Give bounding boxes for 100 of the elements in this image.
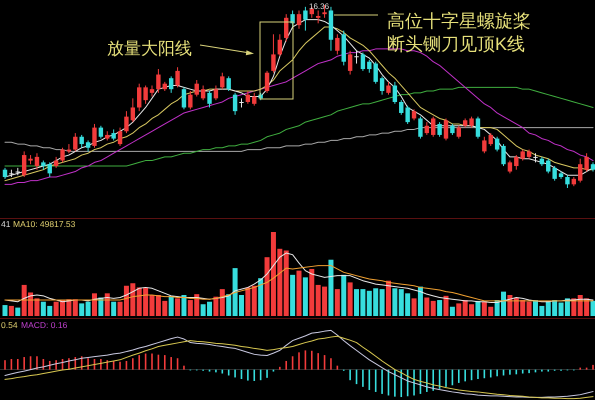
candlestick: [405, 105, 410, 124]
candlestick: [578, 158, 582, 184]
candlestick: [252, 92, 256, 106]
bar: [437, 300, 442, 316]
bar: [386, 280, 391, 316]
candlestick: [437, 122, 442, 138]
bar: [92, 293, 97, 316]
candlestick: [98, 125, 104, 140]
candlestick: [41, 160, 46, 170]
candlestick: [264, 70, 270, 94]
bar: [348, 282, 353, 316]
candlestick: [584, 152, 589, 172]
candlestick: [303, 6, 308, 32]
candlestick: [60, 147, 65, 163]
candlestick: [546, 158, 550, 174]
candlestick: [175, 66, 180, 88]
bar: [104, 293, 110, 316]
candlestick: [207, 90, 212, 108]
candlestick: [130, 98, 136, 123]
annotation: 16.36: [309, 2, 330, 11]
candlestick: [476, 116, 480, 140]
candlestick: [214, 85, 218, 101]
candlestick: [482, 136, 487, 154]
candlestick: [194, 80, 199, 97]
candlestick: [590, 162, 595, 172]
bar: [296, 270, 302, 316]
candlestick: [469, 116, 474, 128]
annotation: 高位十字星螺旋桨: [387, 11, 531, 31]
candlestick: [168, 76, 174, 94]
candlestick: [220, 72, 225, 90]
bar: [334, 289, 340, 316]
candlestick: [105, 130, 110, 141]
candlestick: [150, 85, 154, 97]
candlestick: [380, 76, 384, 96]
candlestick: [188, 90, 193, 110]
candlestick: [424, 122, 430, 136]
candlestick: [316, 10, 320, 24]
candlestick: [28, 154, 33, 165]
candlestick: [540, 156, 544, 167]
text: 41: [1, 219, 11, 229]
bar: [8, 306, 14, 316]
candlestick: [22, 150, 26, 178]
bar: [2, 305, 8, 316]
bar: [111, 302, 116, 316]
bar: [444, 296, 448, 316]
candlestick: [200, 85, 206, 101]
bar: [168, 296, 174, 316]
bar: [175, 298, 180, 316]
candlestick: [450, 123, 455, 136]
candlestick: [360, 52, 366, 72]
bar: [328, 260, 334, 316]
candlestick: [418, 116, 423, 140]
bar: [590, 300, 595, 316]
candlestick: [367, 59, 372, 74]
candlestick: [162, 81, 167, 92]
candlestick: [508, 160, 512, 174]
candlestick: [392, 81, 398, 104]
bar: [15, 308, 20, 316]
candlestick: [79, 134, 84, 148]
candlestick: [399, 100, 404, 116]
candlestick: [92, 123, 97, 148]
bar: [181, 295, 186, 316]
bar: [302, 277, 308, 316]
candlestick: [526, 149, 532, 160]
candlestick: [124, 110, 129, 134]
text: MACD: 0.16: [21, 320, 68, 330]
bar: [258, 278, 264, 316]
candlestick: [111, 128, 116, 141]
candlestick: [412, 108, 416, 121]
bar: [450, 306, 455, 316]
candlestick: [335, 34, 340, 55]
annotation: 放量大阳线: [107, 39, 192, 58]
candlestick: [73, 132, 78, 152]
candlestick: [386, 81, 391, 96]
candlestick: [290, 10, 295, 28]
candlestick: [156, 68, 161, 94]
candlestick: [246, 90, 250, 104]
candlestick: [232, 92, 238, 116]
bar: [290, 274, 296, 316]
bar: [418, 286, 423, 316]
candlestick: [2, 167, 8, 180]
bar: [475, 300, 480, 316]
candlestick: [278, 34, 282, 57]
candlestick: [66, 144, 72, 154]
candlestick: [572, 176, 576, 187]
candlestick: [514, 154, 519, 170]
bar: [412, 298, 417, 316]
bar: [341, 274, 346, 316]
candlestick: [296, 10, 302, 30]
candlestick: [137, 83, 142, 112]
candlestick: [456, 125, 461, 140]
candlestick: [431, 116, 436, 138]
candlestick: [348, 50, 352, 76]
candlestick: [143, 85, 148, 104]
candlestick: [54, 156, 58, 168]
candlestick: [494, 136, 500, 152]
candlestick: [462, 118, 468, 128]
candlestick: [271, 34, 276, 74]
candlestick: [86, 140, 90, 152]
candlestick: [520, 149, 525, 162]
